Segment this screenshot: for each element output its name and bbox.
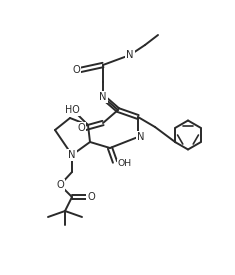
Text: N: N — [137, 132, 145, 142]
Text: O: O — [77, 123, 85, 133]
Text: O: O — [56, 180, 64, 190]
Text: HO: HO — [65, 105, 79, 115]
Text: N: N — [99, 92, 107, 102]
Text: O: O — [72, 65, 80, 75]
Text: O: O — [87, 192, 95, 202]
Text: N: N — [126, 50, 134, 60]
Text: N: N — [68, 150, 76, 160]
Text: OH: OH — [118, 160, 132, 169]
